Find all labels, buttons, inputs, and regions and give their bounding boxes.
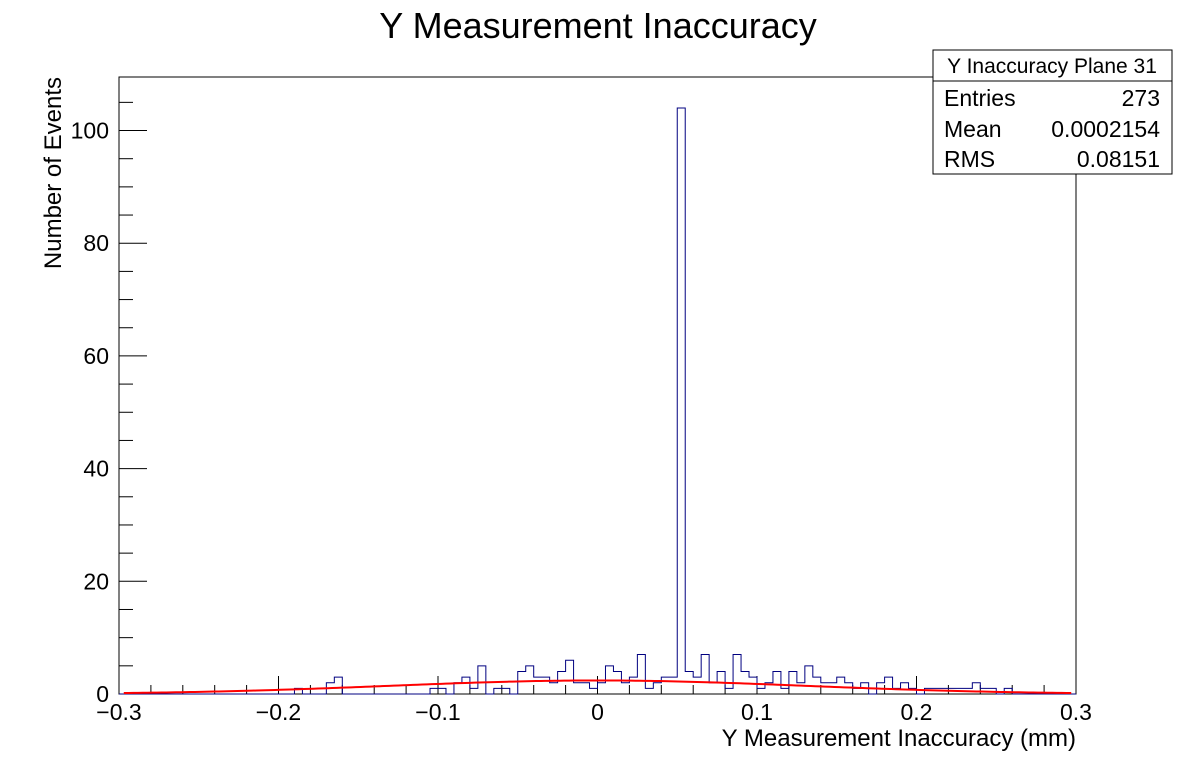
histogram-bin <box>725 688 733 694</box>
x-axis-tick-labels: −0.3 −0.2 −0.1 0 0.1 0.2 0.3 <box>96 699 1092 725</box>
y-tick-label: 0 <box>96 681 109 707</box>
histogram-bin <box>757 688 765 694</box>
plot-frame <box>118 76 1077 695</box>
stats-rms-value: 0.08151 <box>1077 146 1160 172</box>
histogram-bin <box>661 677 669 694</box>
stats-mean-label: Mean <box>944 116 1002 142</box>
histogram-bin <box>805 666 813 694</box>
histogram-bin <box>781 688 789 694</box>
histogram-bin <box>494 688 502 694</box>
histogram-bin <box>462 677 470 694</box>
histogram-bin <box>430 688 438 694</box>
histogram-bin <box>677 108 685 694</box>
histogram-bin <box>789 671 797 694</box>
histogram-bin <box>637 655 645 694</box>
stats-box: Y Inaccuracy Plane 31 Entries 273 Mean 0… <box>932 49 1173 175</box>
histogram-bin <box>709 683 717 694</box>
histogram-bin <box>885 677 893 694</box>
y-tick-label: 20 <box>83 568 109 594</box>
histogram-bin <box>797 683 805 694</box>
stats-box-frame <box>932 49 1173 175</box>
histogram-bin <box>478 666 486 694</box>
histogram-bin <box>502 688 510 694</box>
histogram-bin <box>574 683 582 694</box>
stats-box-title: Y Inaccuracy Plane 31 <box>947 55 1157 78</box>
x-tick-label: 0.3 <box>1060 699 1092 725</box>
histogram-bin <box>518 671 526 694</box>
histogram-bin <box>693 677 701 694</box>
histogram-bin <box>613 671 621 694</box>
x-tick-label: 0.1 <box>741 699 773 725</box>
chart-title: Y Measurement Inaccuracy <box>379 5 817 46</box>
histogram-bin <box>733 655 741 694</box>
histogram-bin <box>749 677 757 694</box>
histogram-bin <box>550 683 558 694</box>
stats-entries-label: Entries <box>944 85 1016 111</box>
histogram-bin <box>534 677 542 694</box>
histogram-bin <box>829 683 837 694</box>
histogram-bin <box>526 666 534 694</box>
histogram-bin <box>821 683 829 694</box>
y-tick-label: 100 <box>71 118 109 144</box>
histogram-bin <box>621 683 629 694</box>
histogram-bin <box>645 688 653 694</box>
x-axis-label: Y Measurement Inaccuracy (mm) <box>722 725 1076 752</box>
x-tick-label: −0.3 <box>96 699 141 725</box>
histogram-bin <box>669 677 677 694</box>
y-tick-label: 80 <box>83 230 109 256</box>
x-tick-label: 0 <box>591 699 604 725</box>
histogram-bin <box>438 688 446 694</box>
y-axis-ticks <box>119 101 147 695</box>
x-tick-label: −0.1 <box>415 699 460 725</box>
histogram-bin <box>566 660 574 694</box>
histogram-bin <box>837 677 845 694</box>
histogram-bin <box>901 683 909 694</box>
histogram-bin <box>590 688 598 694</box>
histogram-bin <box>701 655 709 694</box>
x-tick-label: 0.2 <box>901 699 933 725</box>
y-tick-label: 60 <box>83 343 109 369</box>
y-tick-label: 40 <box>83 456 109 482</box>
stats-rms-label: RMS <box>944 146 995 172</box>
gaussian-fit-series <box>123 679 1072 695</box>
histogram-bin <box>542 677 550 694</box>
histogram-series <box>119 107 1076 695</box>
stats-entries-value: 273 <box>1122 85 1160 111</box>
histogram-outline <box>119 107 1076 695</box>
histogram-bin <box>454 683 462 694</box>
y-axis-tick-labels: 0 20 40 60 80 100 <box>71 118 109 707</box>
stats-mean-value: 0.0002154 <box>1051 116 1160 142</box>
histogram-bin <box>470 688 478 694</box>
histogram-bin <box>853 688 861 694</box>
histogram-bin <box>773 671 781 694</box>
fit-curve <box>123 679 1072 695</box>
histogram-bin <box>558 671 566 694</box>
histogram-bin <box>334 677 342 694</box>
histogram-bin <box>653 683 661 694</box>
x-tick-label: −0.2 <box>256 699 301 725</box>
histogram-bin <box>582 683 590 694</box>
y-axis-label: Number of Events <box>40 77 67 269</box>
histogram-bin <box>598 683 606 694</box>
histogram-bin <box>629 677 637 694</box>
